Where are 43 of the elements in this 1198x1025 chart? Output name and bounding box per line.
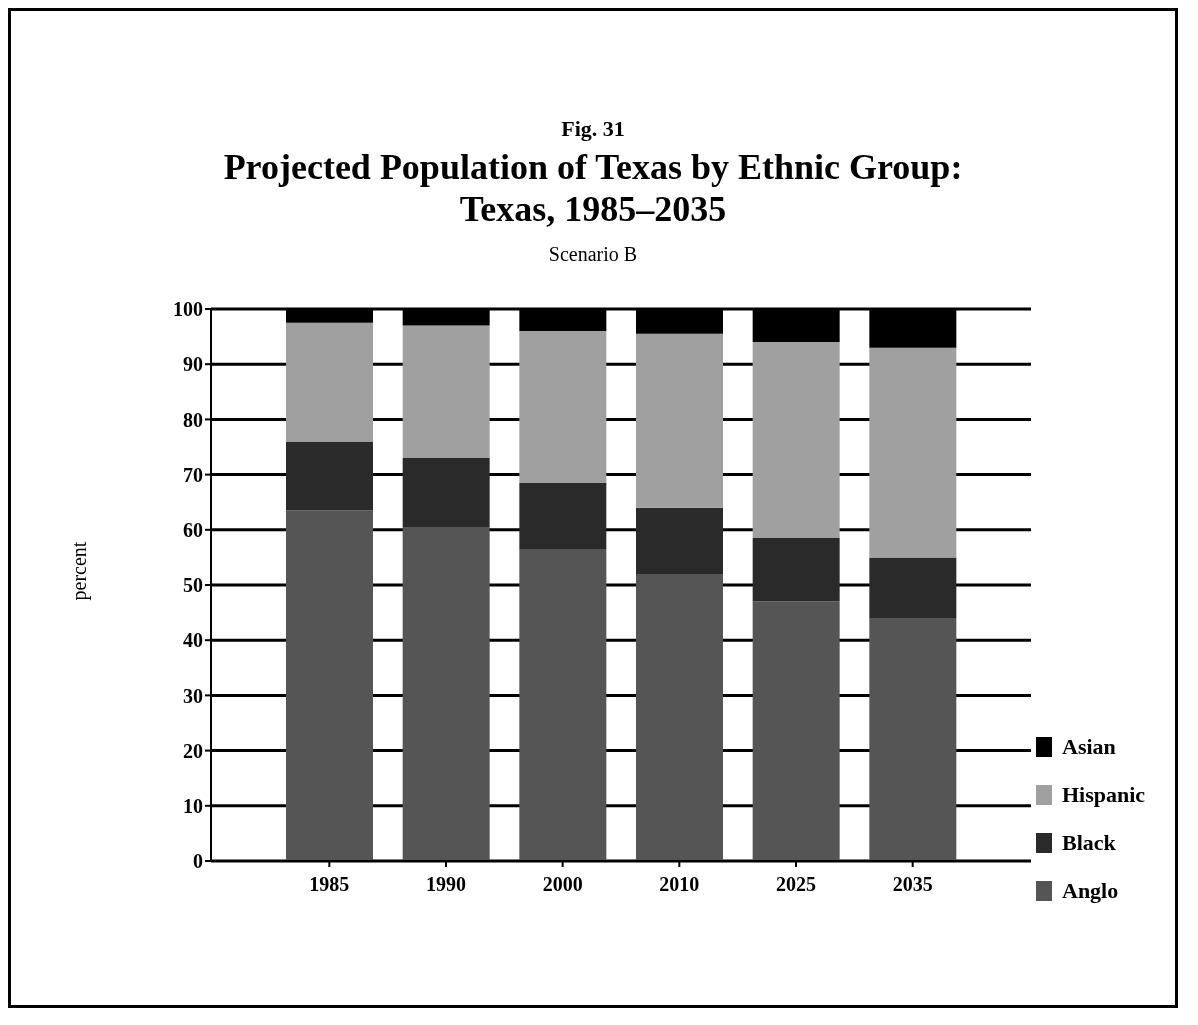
y-tick-label: 30 — [183, 684, 203, 707]
bar — [519, 331, 607, 483]
legend-label: Anglo — [1062, 878, 1119, 904]
bar — [636, 507, 723, 574]
y-tick-label: 20 — [183, 739, 203, 762]
x-tick-label: 1990 — [426, 873, 466, 896]
bar — [402, 458, 490, 528]
y-tick-label: 60 — [183, 518, 203, 541]
bar — [636, 333, 723, 508]
bar — [752, 538, 840, 602]
chart-subtitle: Scenario B — [547, 243, 639, 266]
y-tick-label: 80 — [183, 408, 203, 431]
bar — [869, 347, 957, 558]
y-tick-label: 90 — [183, 353, 203, 376]
y-tick-label: 70 — [183, 463, 203, 486]
bar — [286, 510, 373, 861]
caption: Fig. 31 — [560, 116, 626, 142]
legend-label: Asian — [1062, 734, 1116, 760]
x-tick-label: 2035 — [892, 873, 933, 896]
bar — [402, 527, 490, 861]
x-tick-label: 2000 — [542, 873, 583, 896]
legend-label: Black — [1062, 830, 1116, 856]
bar — [519, 549, 607, 861]
bar — [869, 557, 957, 619]
bar — [752, 601, 840, 861]
x-tick-label: 2010 — [659, 873, 700, 896]
bar — [286, 441, 373, 511]
bar — [869, 618, 957, 861]
x-tick-label: 2025 — [776, 873, 816, 896]
y-axis-title: percent — [67, 541, 91, 601]
y-tick-label: 0 — [193, 850, 203, 873]
bar — [752, 342, 840, 539]
y-tick-label: 50 — [183, 574, 203, 597]
y-tick-label: 100 — [173, 298, 203, 321]
bar — [636, 573, 723, 861]
bar — [402, 325, 490, 459]
x-tick-label: 1985 — [309, 873, 350, 896]
chart-title: Projected Population of Texas by Ethnic Group: Texas, 1985–2035 — [222, 146, 964, 230]
bar — [286, 322, 373, 442]
y-tick-label: 10 — [183, 794, 203, 817]
y-tick-label: 40 — [183, 629, 203, 652]
bar — [519, 482, 607, 550]
legend-label: Hispanic — [1062, 782, 1146, 808]
